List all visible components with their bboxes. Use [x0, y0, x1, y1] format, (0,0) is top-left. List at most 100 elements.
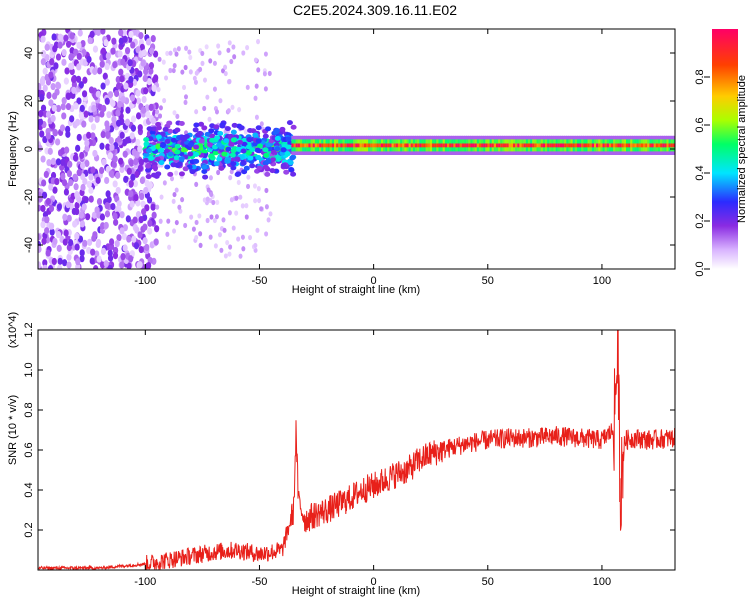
spectrogram-cell: [275, 154, 282, 160]
spectrogram-cell: [370, 143, 374, 148]
spectrogram-cell: [421, 143, 425, 148]
spectrogram-cell: [346, 143, 350, 148]
y-tick-label: -40: [23, 237, 35, 253]
spectrogram-cell: [111, 37, 117, 45]
spectrogram-cell: [187, 151, 194, 157]
spectrogram-cell: [496, 143, 499, 148]
spectrogram-cell: [84, 139, 90, 147]
spectrogram-cell: [576, 143, 580, 148]
spectrogram-cell: [176, 46, 181, 52]
spectrogram-cell: [137, 261, 143, 269]
spectrogram-cell: [138, 158, 144, 166]
spectrogram-cell: [148, 103, 154, 112]
spectrogram-cell: [79, 220, 86, 228]
spectrogram-cell: [164, 138, 171, 144]
spectrogram-cell: [142, 237, 148, 245]
spectrogram-cell: [120, 253, 126, 261]
spectrogram-cell: [363, 143, 367, 148]
spectrogram-cell: [105, 124, 111, 132]
spectrogram-cell: [269, 157, 276, 163]
spectrogram-cell: [151, 84, 157, 92]
spectrogram-cell: [188, 54, 193, 61]
spectrogram-cell: [48, 204, 55, 213]
spectrogram-cell: [464, 143, 467, 148]
spectrogram-cell: [110, 202, 116, 211]
spectrogram-cell: [174, 219, 179, 226]
spectrogram-cell: [442, 143, 446, 148]
spectrogram-cell: [61, 49, 67, 57]
spectrogram-cell: [235, 171, 242, 177]
spectrogram-cell: [440, 143, 444, 148]
spectrogram-cell: [66, 261, 72, 269]
spectrogram-cell: [227, 210, 232, 216]
spectrogram-cell: [116, 234, 122, 242]
spectrogram-cell: [412, 143, 416, 148]
spectrogram-cell: [299, 143, 303, 148]
spectrogram-cell: [107, 254, 114, 262]
spectrogram-cell: [53, 62, 59, 70]
spectrogram-cell: [232, 54, 237, 60]
spectrogram-cell: [84, 144, 90, 153]
spectrogram-cell: [56, 203, 62, 211]
spectrogram-cell: [129, 200, 135, 208]
spectrogram-cell: [538, 143, 542, 148]
spectrogram-cell: [286, 120, 293, 126]
spectrogram-cell: [100, 247, 107, 255]
spectrogram-cell: [174, 127, 181, 133]
spectrogram-cell: [40, 221, 46, 229]
spectrogram-cell: [141, 95, 147, 104]
spectrogram-cell: [112, 180, 118, 188]
spectrogram-cell: [280, 162, 287, 168]
spectrogram-cell: [238, 253, 243, 259]
spectrogram-cell: [155, 109, 160, 115]
spectrogram-cell: [338, 143, 342, 148]
spectrogram-cell: [92, 45, 99, 53]
spectrogram-cell: [198, 138, 205, 144]
spectrogram-cell: [105, 52, 111, 60]
spectrogram-cell: [223, 138, 230, 144]
spectrogram-cell: [39, 93, 45, 102]
spectrogram-cell: [174, 187, 179, 193]
spectrogram-cell: [459, 143, 463, 148]
spectrogram-cell: [123, 82, 129, 90]
spectrogram-cell: [241, 141, 248, 147]
spectrogram-cell: [114, 89, 120, 98]
spectrogram-cell: [594, 143, 597, 148]
spectrogram-cell: [257, 197, 262, 204]
spectrogram-cell: [72, 154, 79, 162]
spectrogram-cell: [216, 43, 221, 49]
spectrogram-cell: [228, 175, 233, 181]
spectrogram-cell: [67, 160, 73, 168]
spectrogram-cell: [61, 179, 68, 187]
spectrogram-cell: [125, 215, 131, 223]
spectrogram-cell: [256, 165, 263, 171]
spectrogram-cell: [383, 143, 386, 148]
spectrogram-cell: [78, 81, 84, 89]
spectrogram-cell: [88, 195, 94, 203]
spectrogram-cell: [99, 166, 105, 175]
spectrogram-cell: [474, 143, 478, 148]
spectrogram-cell: [166, 120, 173, 126]
spectrogram-cell: [182, 166, 189, 172]
spectrogram-cell: [65, 201, 71, 209]
spectrogram-cell: [88, 86, 95, 94]
spectrogram-cell: [237, 139, 244, 145]
spectrogram-cell: [89, 257, 95, 265]
spectrogram-cell: [155, 143, 162, 149]
spectrogram-cell: [51, 257, 57, 266]
spectrogram-cell: [209, 191, 214, 198]
spectrogram-cell: [256, 39, 261, 45]
spectrogram-cell: [323, 143, 327, 148]
spectrogram-cell: [48, 222, 55, 230]
spectrogram-cell: [265, 126, 272, 132]
spectrogram-cell: [38, 118, 44, 126]
spectrogram-cell: [259, 121, 264, 127]
spectrogram-cell: [162, 126, 169, 132]
spectrogram-cell: [259, 206, 264, 212]
spectrogram-cell: [613, 143, 616, 148]
spectrogram-cell: [137, 70, 143, 78]
spectrogram-cell: [164, 75, 169, 81]
spectrogram-cell: [115, 171, 121, 179]
spectrogram-cell: [148, 62, 155, 70]
spectrogram-cell: [215, 199, 220, 205]
